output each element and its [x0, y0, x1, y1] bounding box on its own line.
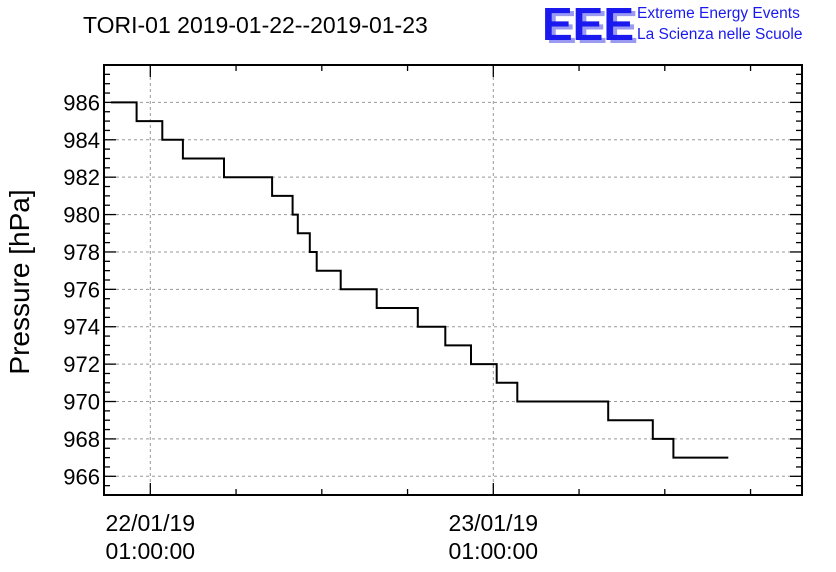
eee-logo-mark: EEE	[542, 0, 634, 50]
y-tick-label: 978	[63, 240, 100, 265]
x-tick-date-label: 22/01/19	[106, 510, 196, 536]
eee-logo-shadow: EEE	[546, 1, 638, 53]
chart-title: TORI-01 2019-01-22--2019-01-23	[83, 12, 428, 38]
pressure-series-line	[110, 101, 729, 459]
logo-line-2: La Scienza nelle Scuole	[637, 26, 802, 43]
axis-ticks	[104, 65, 802, 496]
y-tick-label: 974	[63, 315, 100, 340]
y-tick-label: 986	[63, 90, 100, 115]
y-tick-labels: 966 968 970 972 974 976 978 980 982 984 986	[63, 90, 100, 489]
y-tick-label: 976	[63, 277, 100, 302]
y-axis-label: Pressure [hPa]	[4, 189, 35, 374]
grid-lines	[104, 65, 802, 495]
y-tick-label: 972	[63, 352, 100, 377]
eee-logo: EEE EEE Extreme Energy Events La Scienza…	[542, 0, 802, 53]
y-tick-label: 982	[63, 165, 100, 190]
y-tick-label: 980	[63, 203, 100, 228]
logo-line-1: Extreme Energy Events	[637, 5, 800, 22]
x-tick-time-label: 01:00:00	[449, 538, 539, 564]
y-tick-label: 984	[63, 128, 100, 153]
plot-frame	[103, 64, 803, 496]
x-tick-date-label: 23/01/19	[449, 510, 539, 536]
y-tick-label: 970	[63, 390, 100, 415]
y-tick-label: 966	[63, 464, 100, 489]
x-tick-time-label: 01:00:00	[106, 538, 196, 564]
y-tick-label: 968	[63, 427, 100, 452]
